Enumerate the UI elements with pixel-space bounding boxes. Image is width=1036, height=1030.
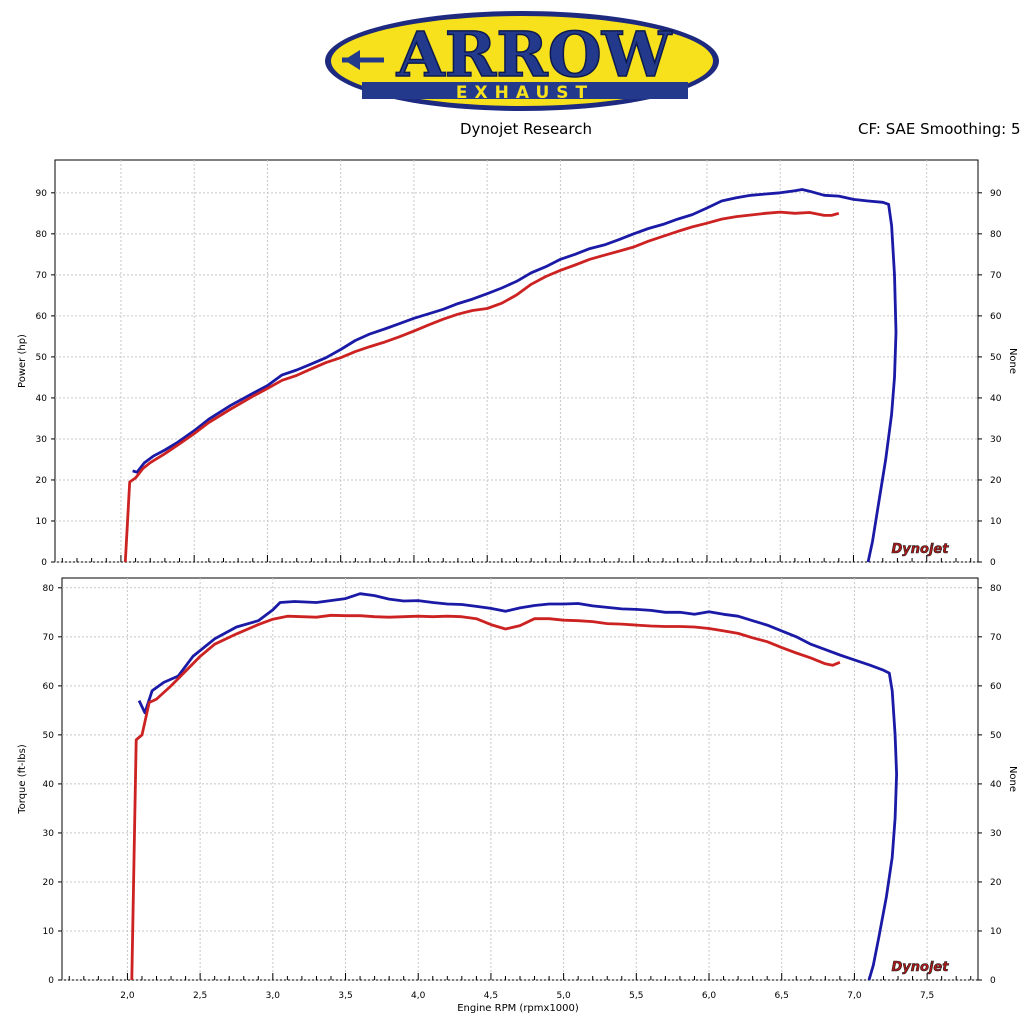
torque-ytick-label-left: 80 <box>43 584 55 594</box>
rpm-x-axis-title: Engine RPM (rpmx1000) <box>457 1003 579 1014</box>
torque-ytick-label-left: 40 <box>43 780 55 790</box>
rpm-xtick-label: 4,5 <box>484 991 498 1001</box>
torque-ytick-label-right: 30 <box>990 829 1002 839</box>
power-ytick-label-left: 40 <box>36 394 48 404</box>
torque-ytick-label-right: 10 <box>990 927 1002 937</box>
torque-ytick-label-right: 50 <box>990 731 1002 741</box>
power-ytick-label-right: 20 <box>990 476 1002 486</box>
power-ytick-label-right: 10 <box>990 517 1002 527</box>
power-ytick-label-left: 50 <box>36 353 48 363</box>
rpm-xtick-label: 7,5 <box>920 991 934 1001</box>
torque-plot-frame <box>61 577 979 981</box>
torque-ytick-label-left: 30 <box>43 829 55 839</box>
power-ytick-label-left: 60 <box>36 312 48 322</box>
torque-ytick-label-left: 20 <box>43 878 55 888</box>
logo-sub-text: EXHAUST <box>456 83 594 103</box>
torque-y-axis-title-right: None <box>1007 766 1018 792</box>
rpm-xtick-label: 5,0 <box>556 991 571 1001</box>
power-ytick-label-right: 80 <box>990 230 1002 240</box>
torque-red-curve <box>130 613 841 981</box>
torque-dynojet-watermark: Dynojet <box>892 960 950 975</box>
power-ytick-label-right: 30 <box>990 435 1002 445</box>
torque-ytick-label-left: 0 <box>48 976 54 986</box>
rpm-xtick-label: 2,0 <box>120 991 135 1001</box>
dyno-source-title: Dynojet Research <box>460 120 592 138</box>
arrow-exhaust-logo: ARROW EXHAUST <box>325 11 719 111</box>
torque-blue-curve <box>137 592 898 981</box>
power-ytick-label-left: 0 <box>41 558 47 568</box>
torque-ytick-label-right: 80 <box>990 584 1002 594</box>
rpm-xtick-label: 4,0 <box>411 991 426 1001</box>
power-ytick-label-right: 0 <box>990 558 996 568</box>
logo-brand-text: ARROW <box>396 18 673 91</box>
power-dynojet-watermark: Dynojet <box>892 542 950 557</box>
torque-ytick-label-right: 60 <box>990 682 1002 692</box>
power-plot-frame <box>54 159 979 563</box>
power-ytick-label-right: 70 <box>990 271 1002 281</box>
torque-ytick-label-right: 20 <box>990 878 1002 888</box>
torque-ytick-label-left: 70 <box>43 633 55 643</box>
rpm-xtick-label: 6,0 <box>702 991 717 1001</box>
power-red-curve <box>123 210 840 563</box>
power-y-axis-title: Power (hp) <box>17 334 28 388</box>
power-blue-curve <box>132 188 898 563</box>
power-ytick-label-right: 40 <box>990 394 1002 404</box>
power-ytick-label-left: 90 <box>36 189 48 199</box>
power-ytick-label-left: 20 <box>36 476 48 486</box>
torque-ytick-label-left: 60 <box>43 682 55 692</box>
rpm-xtick-label: 5,5 <box>629 991 643 1001</box>
power-ytick-label-right: 50 <box>990 353 1002 363</box>
power-ytick-label-left: 80 <box>36 230 48 240</box>
torque-ytick-label-right: 0 <box>990 976 996 986</box>
torque-ytick-label-right: 70 <box>990 633 1002 643</box>
correction-settings: CF: SAE Smoothing: 5 <box>858 120 1021 138</box>
power-ytick-label-left: 70 <box>36 271 48 281</box>
power-y-axis-title-right: None <box>1007 348 1018 374</box>
torque-y-axis-title: Torque (ft-lbs) <box>17 744 28 815</box>
power-ytick-label-left: 30 <box>36 435 48 445</box>
power-ytick-label-right: 60 <box>990 312 1002 322</box>
torque-ytick-label-right: 40 <box>990 780 1002 790</box>
rpm-xtick-label: 6,5 <box>775 991 789 1001</box>
torque-ytick-label-left: 10 <box>43 927 55 937</box>
torque-ytick-label-left: 50 <box>43 731 55 741</box>
rpm-xtick-label: 7,0 <box>847 991 862 1001</box>
rpm-xtick-label: 3,5 <box>338 991 352 1001</box>
rpm-xtick-label: 2,5 <box>193 991 207 1001</box>
power-ytick-label-right: 90 <box>990 189 1002 199</box>
rpm-xtick-label: 3,0 <box>266 991 281 1001</box>
power-ytick-label-left: 10 <box>36 517 48 527</box>
